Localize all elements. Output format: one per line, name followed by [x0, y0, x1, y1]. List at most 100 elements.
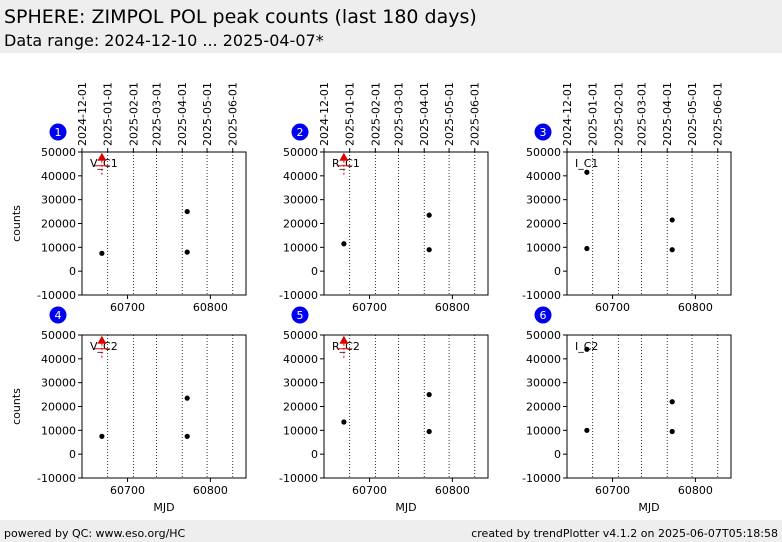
footer-credit: powered by QC: www.eso.org/HC: [4, 527, 186, 540]
x-axis-label: MJD: [153, 501, 174, 514]
x-tick-label: 60800: [193, 301, 228, 314]
panel-label: V_C1: [90, 157, 118, 170]
panel-4: -10000 0 10000 20000 30000 40000 50000 60700 608…: [10, 306, 247, 514]
x-axis-label: MJD: [395, 501, 416, 514]
panel-badge: [291, 306, 309, 324]
date-tick-label: 2024-12-01: [318, 82, 331, 146]
plot-frame: [323, 334, 489, 479]
data-point: [426, 212, 432, 218]
data-point: [426, 391, 432, 398]
y-tick-label: 20000: [41, 401, 76, 414]
panel-badge-number: 1: [55, 126, 62, 139]
panel-badge: [291, 123, 309, 141]
x-tick-label: 60800: [435, 301, 470, 314]
panel-5: -10000 0 10000 20000 30000 40000 50000 60700 608…: [279, 306, 489, 514]
x-tick-label: 60800: [678, 301, 713, 314]
date-tick-label: 2024-12-01: [76, 82, 89, 146]
date-tick-label: 2025-06-01: [712, 82, 725, 146]
limit-marker: [336, 152, 351, 175]
date-tick-label: 2025-02-01: [369, 82, 382, 146]
date-tick-label: 2025-01-01: [102, 82, 115, 146]
y-tick-label: 40000: [283, 170, 318, 183]
data-point: [99, 433, 105, 439]
date-tick-label: 2025-02-01: [612, 82, 625, 146]
y-tick-label: 30000: [283, 194, 318, 207]
panel-badge-number: 4: [55, 309, 62, 322]
panel-label: R_C1: [332, 157, 360, 170]
y-tick-label: 20000: [283, 218, 318, 231]
y-tick-label: 30000: [526, 194, 561, 207]
y-tick-label: 40000: [526, 170, 561, 183]
x-tick-label: 60700: [352, 301, 387, 314]
data-point: [584, 245, 590, 252]
data-point: [426, 247, 432, 253]
date-tick-label: 2025-04-01: [176, 82, 189, 146]
y-tick-label: 20000: [526, 401, 561, 414]
y-tick-label: 0: [69, 448, 76, 461]
y-axis-label: counts: [10, 388, 23, 425]
date-tick-label: 2024-12-01: [561, 82, 574, 146]
y-tick-label: 50000: [526, 329, 561, 342]
date-tick-label: 2025-02-01: [127, 82, 140, 146]
limit-triangle: [339, 152, 349, 161]
limit-triangle: [97, 335, 107, 344]
y-tick-label: 10000: [41, 424, 76, 437]
page-title: SPHERE: ZIMPOL POL peak counts (last 180…: [4, 6, 477, 28]
y-tick-label: -10000: [37, 472, 76, 485]
y-tick-label: 0: [311, 265, 318, 278]
x-tick-label: 60700: [352, 484, 387, 497]
data-point: [669, 399, 675, 405]
y-axis-label: counts: [10, 205, 23, 242]
date-tick-label: 2025-05-01: [686, 82, 699, 146]
panel-badge-number: 2: [297, 126, 304, 139]
date-tick-label: 2025-01-01: [587, 82, 600, 146]
panel-badge: [49, 123, 67, 141]
y-tick-label: 30000: [41, 194, 76, 207]
data-point: [584, 169, 590, 175]
panel-2: -10000 0 10000 20000 30000 40000 50000 60700 608…: [279, 82, 489, 314]
y-tick-label: 50000: [41, 146, 76, 159]
y-tick-label: 20000: [41, 218, 76, 231]
y-tick-label: 40000: [526, 353, 561, 366]
y-tick-label: 0: [69, 265, 76, 278]
y-tick-label: 40000: [283, 353, 318, 366]
plot-frame: [323, 151, 489, 296]
x-tick-label: 60800: [678, 484, 713, 497]
y-tick-label: 30000: [41, 377, 76, 390]
date-tick-label: 2025-01-01: [344, 82, 357, 146]
data-point: [99, 250, 105, 256]
y-tick-label: 0: [311, 448, 318, 461]
data-point: [426, 428, 432, 435]
y-tick-label: -10000: [522, 472, 561, 485]
y-tick-label: 0: [554, 448, 561, 461]
panel-label: R_C2: [332, 340, 360, 353]
y-tick-label: 0: [554, 265, 561, 278]
data-point: [184, 433, 190, 439]
date-tick-label: 2025-03-01: [393, 82, 406, 146]
panel-label: V_C2: [90, 340, 118, 353]
y-tick-label: 40000: [41, 170, 76, 183]
date-tick-label: 2025-06-01: [469, 82, 482, 146]
page-subtitle: Data range: 2024-12-10 ... 2025-04-07*: [4, 31, 324, 50]
y-tick-label: -10000: [279, 289, 318, 302]
date-tick-label: 2025-05-01: [201, 82, 214, 146]
data-point: [184, 395, 190, 401]
data-point: [184, 208, 190, 215]
x-tick-label: 60800: [435, 484, 470, 497]
y-tick-label: 50000: [283, 329, 318, 342]
plot-frame: [81, 334, 247, 479]
limit-triangle: [339, 335, 349, 344]
data-point: [341, 419, 347, 425]
data-point: [584, 346, 590, 352]
data-point: [669, 217, 675, 223]
panel-badge-number: 3: [540, 126, 547, 139]
y-tick-label: 10000: [526, 424, 561, 437]
x-tick-label: 60700: [595, 301, 630, 314]
plot-frame: [566, 151, 732, 296]
y-tick-label: 40000: [41, 353, 76, 366]
y-tick-label: 10000: [283, 241, 318, 254]
date-tick-label: 2025-03-01: [151, 82, 164, 146]
y-tick-label: 30000: [283, 377, 318, 390]
x-axis-label: MJD: [638, 501, 659, 514]
